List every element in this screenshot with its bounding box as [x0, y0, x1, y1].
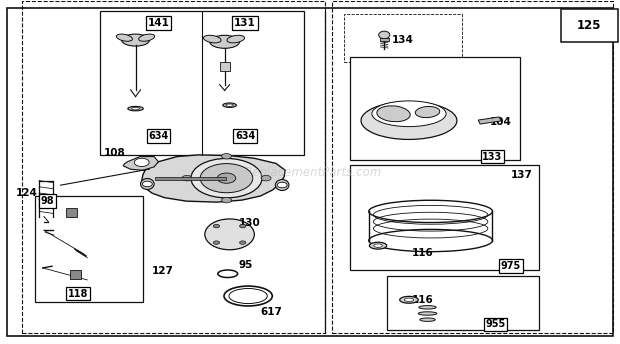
Circle shape — [221, 197, 231, 203]
Text: 634: 634 — [148, 131, 169, 141]
Text: 133: 133 — [482, 152, 503, 162]
Ellipse shape — [419, 305, 436, 309]
Text: 98: 98 — [40, 196, 54, 206]
Bar — [66, 208, 77, 216]
Ellipse shape — [205, 219, 254, 250]
Text: 634: 634 — [235, 131, 255, 141]
Text: 975: 975 — [501, 261, 521, 271]
Circle shape — [239, 224, 246, 228]
Ellipse shape — [128, 262, 143, 268]
Circle shape — [213, 224, 219, 228]
Ellipse shape — [415, 106, 440, 118]
Ellipse shape — [377, 106, 410, 122]
Text: 116: 116 — [412, 248, 434, 258]
Ellipse shape — [122, 34, 149, 46]
Ellipse shape — [191, 159, 262, 198]
Circle shape — [261, 175, 271, 181]
Ellipse shape — [404, 298, 414, 301]
Ellipse shape — [210, 35, 239, 48]
Text: 125: 125 — [577, 19, 601, 32]
Bar — [388, 277, 539, 330]
Bar — [100, 11, 304, 155]
Ellipse shape — [379, 31, 390, 39]
Ellipse shape — [128, 106, 143, 111]
Ellipse shape — [275, 180, 289, 191]
Ellipse shape — [227, 35, 244, 43]
Bar — [219, 62, 229, 71]
Ellipse shape — [200, 164, 253, 193]
Bar — [156, 177, 226, 180]
Circle shape — [135, 158, 149, 166]
Circle shape — [239, 241, 246, 244]
Text: 130: 130 — [239, 218, 260, 228]
Text: 617: 617 — [260, 308, 282, 318]
Bar — [35, 196, 143, 302]
Text: 116: 116 — [412, 295, 434, 305]
Ellipse shape — [400, 297, 419, 303]
Ellipse shape — [418, 312, 437, 315]
Text: 95: 95 — [239, 259, 253, 269]
Ellipse shape — [374, 244, 383, 247]
Bar — [478, 117, 501, 124]
Ellipse shape — [370, 242, 387, 249]
Circle shape — [213, 241, 219, 244]
Circle shape — [277, 182, 287, 188]
Ellipse shape — [203, 35, 221, 43]
Text: 124: 124 — [16, 187, 38, 197]
Text: 955: 955 — [485, 320, 506, 330]
Circle shape — [182, 175, 192, 181]
Ellipse shape — [226, 104, 233, 106]
Ellipse shape — [117, 34, 133, 41]
Text: eReplacementParts.com: eReplacementParts.com — [238, 165, 382, 179]
Polygon shape — [123, 157, 159, 170]
Circle shape — [143, 181, 153, 187]
Polygon shape — [142, 155, 285, 202]
Ellipse shape — [141, 179, 154, 190]
Bar — [560, 9, 618, 42]
Text: 118: 118 — [68, 289, 88, 299]
Ellipse shape — [131, 107, 140, 110]
Text: 127: 127 — [153, 266, 174, 276]
Bar — [22, 1, 326, 333]
Text: 141: 141 — [148, 18, 169, 28]
Text: 131: 131 — [234, 18, 256, 28]
Bar — [332, 1, 613, 333]
Bar — [344, 14, 461, 62]
Text: 104: 104 — [489, 117, 511, 127]
Ellipse shape — [217, 173, 236, 183]
Ellipse shape — [420, 318, 435, 321]
Bar — [380, 39, 389, 41]
Bar — [350, 57, 520, 160]
Ellipse shape — [139, 34, 154, 41]
Bar — [70, 270, 81, 279]
Bar — [350, 165, 539, 270]
Ellipse shape — [223, 103, 236, 107]
Text: 137: 137 — [511, 170, 533, 180]
Text: 108: 108 — [104, 148, 126, 158]
Text: 134: 134 — [392, 35, 414, 45]
Ellipse shape — [361, 102, 457, 139]
Ellipse shape — [372, 101, 446, 127]
Circle shape — [221, 153, 231, 159]
